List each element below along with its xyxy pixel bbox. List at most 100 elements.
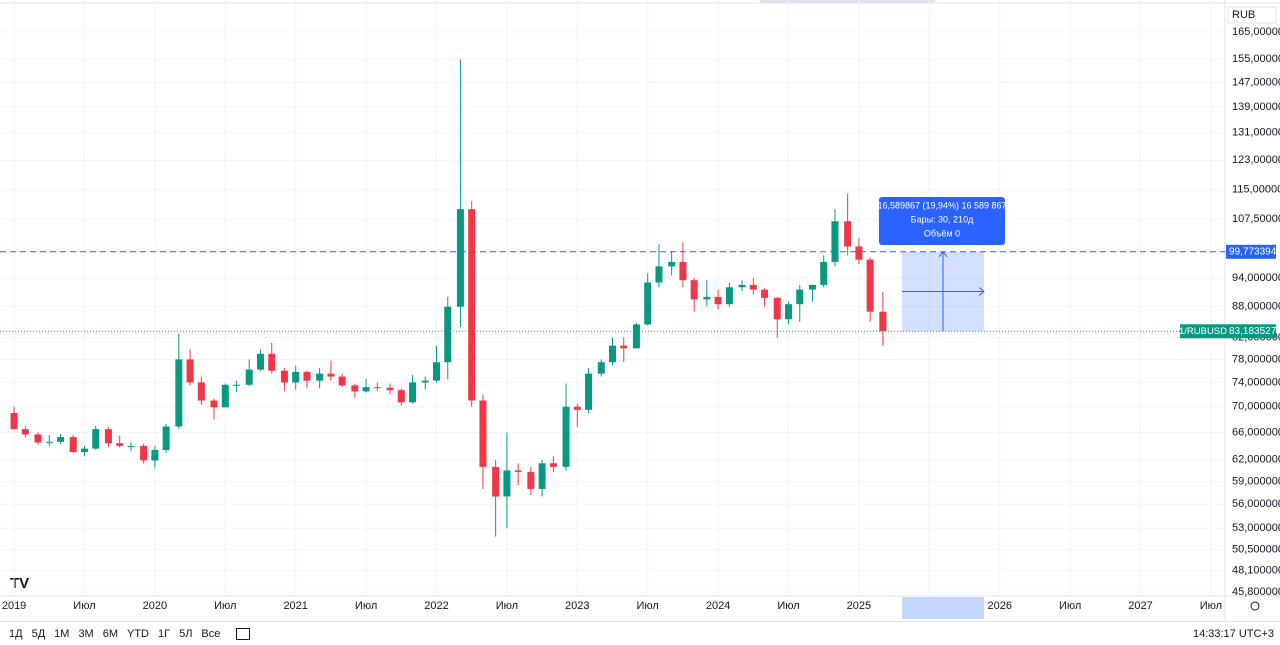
candle-body [714, 296, 722, 305]
range-button[interactable]: 3М [78, 627, 94, 640]
y-tick-label: 78,000000 [1232, 353, 1280, 365]
candle-body [808, 284, 816, 290]
candle-body [866, 259, 874, 312]
x-tick-label: Июл [1059, 600, 1081, 612]
candle-body [116, 443, 124, 446]
measure-tooltip-line: Бары: 30, 210д [911, 214, 974, 224]
candle-body [773, 297, 781, 320]
candle-body [210, 400, 218, 408]
range-button[interactable]: 5Л [179, 627, 193, 640]
range-button[interactable]: 1Д [9, 627, 23, 640]
y-tick-label: 94,000000 [1232, 272, 1280, 284]
range-button[interactable]: 6М [102, 627, 118, 640]
y-tick-label: 147,000000 [1232, 76, 1280, 88]
x-tick-label: 2021 [283, 600, 307, 612]
candle-body [373, 387, 381, 389]
candle-body [749, 284, 757, 290]
candle-body [233, 384, 241, 386]
candle-body [303, 371, 311, 381]
candle-body [397, 390, 405, 403]
candle-body [514, 470, 522, 472]
x-tick-label: 2024 [706, 600, 730, 612]
range-button[interactable]: 1Г [158, 627, 171, 640]
range-button[interactable]: 1М [54, 627, 70, 640]
range-button[interactable]: YTD [127, 627, 149, 640]
candle-body [151, 449, 159, 461]
y-tick-label: 165,000000 [1232, 26, 1280, 38]
currency[interactable]: RUB [1232, 9, 1255, 21]
date-range-icon[interactable] [236, 627, 251, 640]
candle-body [10, 412, 18, 430]
y-tick-label: 107,500000 [1232, 213, 1280, 225]
candle-body [316, 373, 324, 381]
candle-body [527, 471, 535, 489]
candle-body [280, 370, 288, 383]
currency-box[interactable] [1227, 6, 1277, 24]
arrow-head [978, 287, 985, 296]
range-button[interactable]: Все [201, 627, 221, 640]
candle-body [362, 387, 370, 392]
candle-body [573, 406, 581, 410]
candle-body [221, 384, 229, 408]
candle-body [632, 324, 640, 349]
candle-body [245, 369, 253, 385]
x-tick-label: 2027 [1128, 600, 1152, 612]
candle-body [256, 353, 264, 370]
y-tick-label: 74,000000 [1232, 376, 1280, 388]
candle-body [69, 437, 77, 453]
logo: TV [10, 575, 29, 592]
x-tick-label: 2019 [2, 600, 26, 612]
candle-body [492, 466, 500, 497]
candle-body [45, 441, 53, 443]
x-tick-label: Июл [496, 600, 518, 612]
x-tick-label: 2022 [424, 600, 448, 612]
candle-body [597, 362, 605, 374]
candle-body [879, 311, 887, 332]
series-name-box [1180, 324, 1226, 339]
candle-body [197, 382, 205, 401]
candle-body [609, 345, 616, 363]
measure-tooltip-line: Объём 0 [924, 228, 960, 238]
y-tick-label: 66,000000 [1232, 426, 1280, 438]
x-tick-label: 2025 [847, 600, 871, 612]
x-tick-label: 2020 [143, 600, 167, 612]
y-tick-label: 88,000000 [1232, 301, 1280, 313]
x-tick-label: 2023 [565, 600, 589, 612]
candle-body [409, 382, 417, 403]
y-tick-label: 56,000000 [1232, 498, 1280, 510]
settings-icon[interactable] [1250, 601, 1260, 611]
x-tick-label: Июл [214, 600, 236, 612]
y-tick-label: 59,000000 [1232, 475, 1280, 487]
price-label-box [1226, 324, 1276, 339]
x-tick-label: 2026 [987, 600, 1011, 612]
candle-body [549, 463, 557, 467]
candle-body [186, 359, 194, 383]
candle-body [503, 470, 511, 497]
candle-body [479, 400, 487, 467]
candle-body [644, 282, 652, 325]
y-tick-label: 50,500000 [1232, 543, 1280, 555]
range-button[interactable]: 5Д [31, 627, 46, 640]
candle-body [456, 209, 464, 307]
candle-body [57, 437, 65, 442]
candle-body [620, 345, 628, 349]
candle-body [127, 445, 135, 447]
price-label: 83,183527 [1229, 326, 1277, 337]
candle-body [338, 376, 346, 386]
measure-tooltip [879, 197, 1005, 245]
candle-body [140, 445, 148, 461]
candle-body [844, 221, 852, 247]
series-name: 1/RUBUSD [1179, 326, 1227, 337]
candle-body [162, 426, 170, 450]
candle-body [468, 209, 476, 401]
candle-body [831, 221, 839, 262]
candle-body [562, 406, 570, 467]
chart: RUB TV 2019 Июл 2020 Июл 2021 Июл 2022 Июл 2023 И… [0, 0, 1280, 621]
price-label: 99,773394 [1229, 246, 1277, 257]
y-tick-label: 115,000000 [1232, 184, 1280, 196]
candle-body [679, 261, 687, 281]
candle-body [175, 359, 183, 427]
candle-body [820, 261, 828, 285]
x-tick-label: Июл [1200, 600, 1222, 612]
y-tick-label: 53,000000 [1232, 522, 1280, 534]
